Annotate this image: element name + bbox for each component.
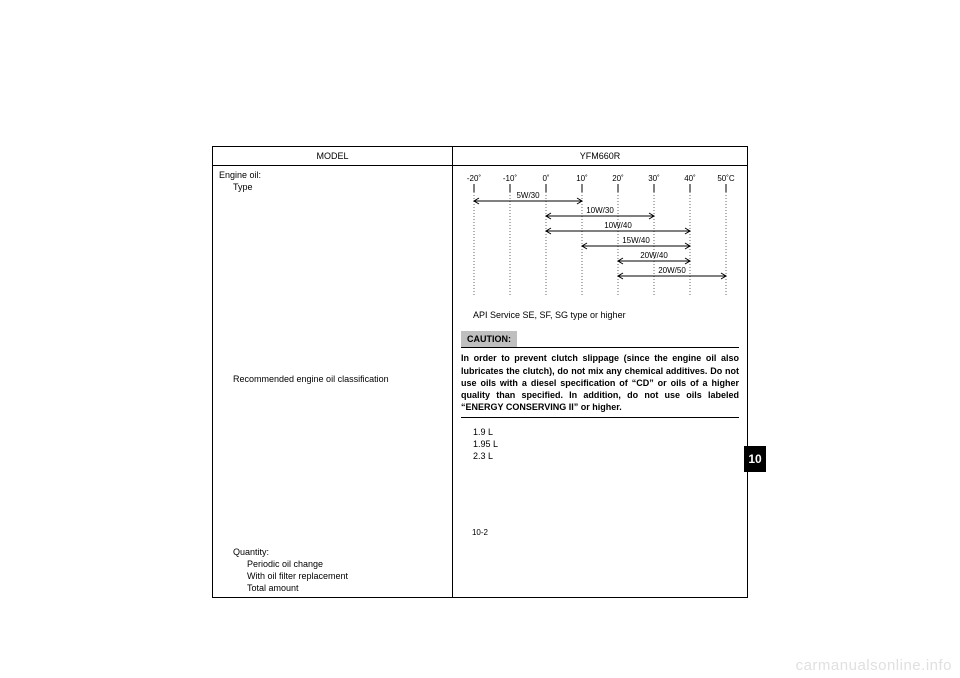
total-label: Total amount xyxy=(219,582,446,594)
svg-text:30˚: 30˚ xyxy=(648,174,660,183)
page: MODEL YFM660R Engine oil: Type Recommend… xyxy=(0,0,960,678)
caution-text: In order to prevent clutch slippage (sin… xyxy=(461,352,739,413)
page-number: 10-2 xyxy=(0,528,960,537)
watermark: carmanualsonline.info xyxy=(796,657,952,674)
svg-text:20W/40: 20W/40 xyxy=(640,251,668,260)
svg-text:10W/30: 10W/30 xyxy=(586,206,614,215)
rec-value: API Service SE, SF, SG type or higher xyxy=(459,309,741,321)
section-tab: 10 xyxy=(744,446,766,472)
rec-label: Recommended engine oil classification xyxy=(219,373,446,385)
svg-text:10˚: 10˚ xyxy=(576,174,588,183)
engine-oil-section: Engine oil: xyxy=(219,170,261,180)
caution-box: CAUTION: In order to prevent clutch slip… xyxy=(459,331,741,418)
periodic-value: 1.9 L xyxy=(459,426,741,438)
svg-text:20˚: 20˚ xyxy=(612,174,624,183)
svg-text:10W/40: 10W/40 xyxy=(604,221,632,230)
quantity-label: Quantity: xyxy=(219,546,446,558)
caution-label: CAUTION: xyxy=(461,331,517,348)
svg-text:15W/40: 15W/40 xyxy=(622,236,650,245)
svg-text:-10˚: -10˚ xyxy=(503,174,518,183)
type-label: Type xyxy=(219,181,446,193)
periodic-label: Periodic oil change xyxy=(219,558,446,570)
svg-text:-20˚: -20˚ xyxy=(467,174,482,183)
header-model-label: MODEL xyxy=(213,147,453,166)
filter-value: 1.95 L xyxy=(459,438,741,450)
filter-label: With oil filter replacement xyxy=(219,570,446,582)
svg-text:50˚C: 50˚C xyxy=(717,174,735,183)
header-model-value: YFM660R xyxy=(453,147,748,166)
svg-text:5W/30: 5W/30 xyxy=(516,191,540,200)
oil-viscosity-chart: -20˚ -10˚ 0˚ 10˚ 20˚ 30˚ 40˚ 50˚C 5W/30 10W/30 10W… xyxy=(459,171,741,301)
total-value: 2.3 L xyxy=(459,450,741,462)
svg-text:40˚: 40˚ xyxy=(684,174,696,183)
header-row: MODEL YFM660R xyxy=(213,147,748,166)
svg-text:20W/50: 20W/50 xyxy=(658,266,686,275)
svg-text:0˚: 0˚ xyxy=(542,174,549,183)
